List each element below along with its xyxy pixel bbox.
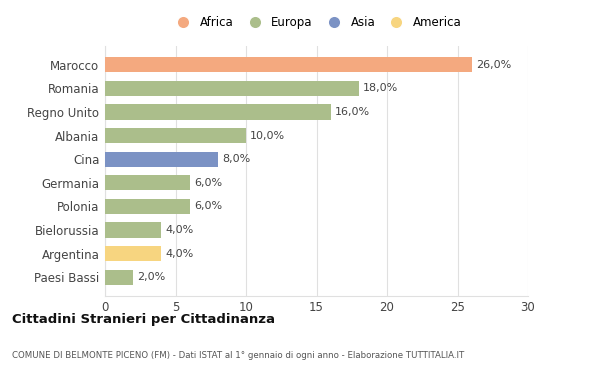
Bar (105, 152, 218, 167)
Bar (105, 57, 472, 72)
Text: 6,0%: 6,0% (194, 178, 222, 188)
Bar (105, 246, 161, 261)
Text: 6,0%: 6,0% (194, 201, 222, 211)
Bar (105, 104, 331, 120)
Text: 26,0%: 26,0% (476, 60, 511, 70)
Text: 2,0%: 2,0% (137, 272, 166, 282)
Bar (105, 270, 133, 285)
Bar (105, 128, 246, 143)
Text: 10,0%: 10,0% (250, 131, 286, 141)
Text: 16,0%: 16,0% (335, 107, 370, 117)
Bar (105, 81, 359, 96)
Bar (105, 175, 190, 190)
Legend: Africa, Europa, Asia, America: Africa, Europa, Asia, America (171, 16, 462, 29)
Bar (105, 222, 161, 238)
Text: 8,0%: 8,0% (222, 154, 250, 164)
Text: COMUNE DI BELMONTE PICENO (FM) - Dati ISTAT al 1° gennaio di ogni anno - Elabora: COMUNE DI BELMONTE PICENO (FM) - Dati IS… (12, 352, 464, 361)
Bar (105, 199, 190, 214)
Text: 4,0%: 4,0% (166, 225, 194, 235)
Text: 18,0%: 18,0% (363, 83, 398, 93)
Text: 4,0%: 4,0% (166, 249, 194, 259)
Text: Cittadini Stranieri per Cittadinanza: Cittadini Stranieri per Cittadinanza (12, 314, 275, 326)
